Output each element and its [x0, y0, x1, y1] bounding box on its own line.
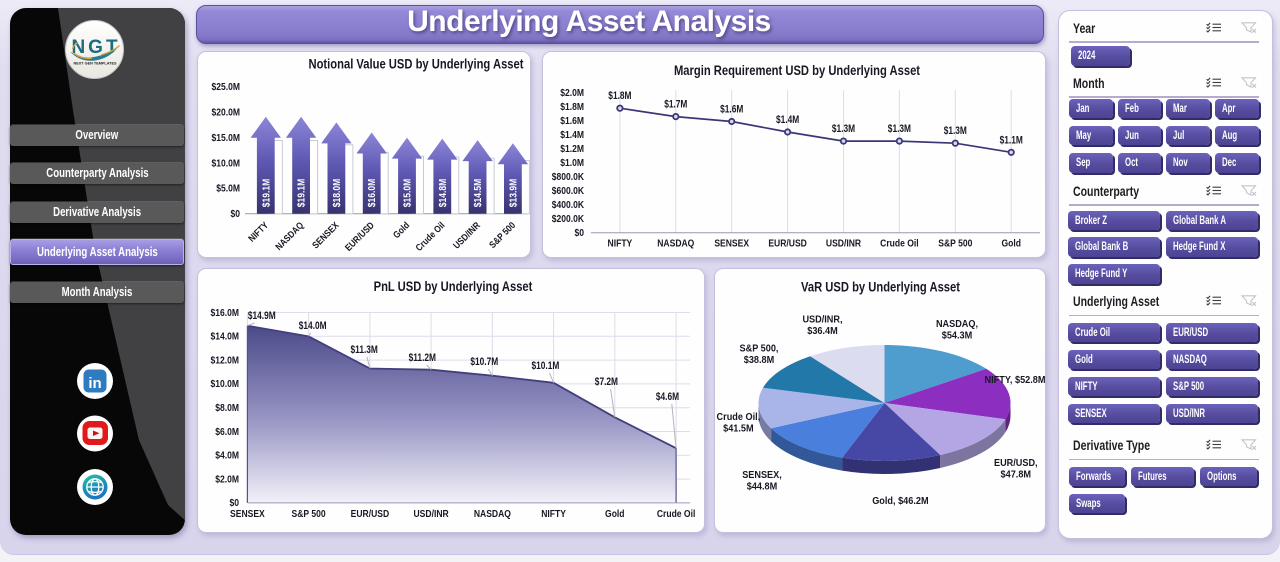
- svg-text:USD/INR: USD/INR: [826, 239, 862, 250]
- svg-text:$1.6M: $1.6M: [560, 116, 584, 127]
- svg-text:PnL USD by Underlying Asset: PnL USD by Underlying Asset: [374, 279, 533, 294]
- svg-text:Crude Oil,: Crude Oil,: [717, 411, 761, 423]
- svg-text:NASDAQ: NASDAQ: [274, 220, 307, 253]
- svg-text:$13.9M: $13.9M: [508, 179, 519, 208]
- svg-text:NIFTY: NIFTY: [608, 239, 633, 250]
- svg-text:$600.0K: $600.0K: [552, 186, 585, 197]
- svg-text:$1.3M: $1.3M: [888, 123, 911, 135]
- svg-text:$8.0M: $8.0M: [215, 403, 239, 414]
- svg-text:$16.0M: $16.0M: [211, 308, 240, 319]
- svg-text:$1.0M: $1.0M: [560, 158, 584, 169]
- svg-text:Gold, $46.2M: Gold, $46.2M: [872, 495, 929, 507]
- svg-text:EUR/USD: EUR/USD: [768, 239, 807, 250]
- svg-text:$20.0M: $20.0M: [212, 108, 241, 119]
- svg-text:$11.3M: $11.3M: [351, 344, 378, 356]
- svg-text:$1.3M: $1.3M: [832, 123, 855, 135]
- svg-text:SENSEX: SENSEX: [310, 220, 342, 252]
- svg-text:S&P 500: S&P 500: [487, 220, 518, 251]
- svg-text:EUR/USD: EUR/USD: [351, 509, 390, 520]
- svg-text:$10.0M: $10.0M: [211, 379, 240, 390]
- svg-text:$4.0M: $4.0M: [215, 451, 239, 462]
- svg-text:$19.1M: $19.1M: [297, 179, 308, 208]
- svg-text:NASDAQ: NASDAQ: [474, 509, 511, 520]
- svg-text:NIFTY: NIFTY: [541, 509, 566, 520]
- svg-text:NASDAQ: NASDAQ: [657, 239, 694, 250]
- svg-text:Crude Oil: Crude Oil: [880, 239, 919, 250]
- svg-text:$54.3M: $54.3M: [942, 329, 973, 341]
- svg-text:Gold: Gold: [605, 509, 625, 520]
- svg-text:$1.1M: $1.1M: [1000, 134, 1023, 146]
- svg-text:USD/INR,: USD/INR,: [802, 314, 842, 326]
- svg-text:$800.0K: $800.0K: [552, 172, 585, 183]
- svg-text:$14.5M: $14.5M: [473, 179, 484, 208]
- svg-text:Margin Requirement USD by Unde: Margin Requirement USD by Underlying Ass…: [674, 63, 921, 78]
- svg-text:NIFTY: NIFTY: [247, 220, 272, 245]
- svg-text:NASDAQ,: NASDAQ,: [936, 318, 978, 330]
- svg-text:$47.8M: $47.8M: [1001, 468, 1032, 480]
- svg-text:S&P 500: S&P 500: [938, 239, 972, 250]
- svg-text:$16.0M: $16.0M: [367, 179, 378, 208]
- svg-text:NEXT GEN TEMPLATES: NEXT GEN TEMPLATES: [74, 61, 117, 66]
- svg-text:$10.0M: $10.0M: [212, 158, 241, 169]
- svg-text:$0: $0: [230, 498, 240, 509]
- svg-text:$10.1M: $10.1M: [531, 360, 559, 372]
- svg-text:$12.0M: $12.0M: [211, 355, 240, 366]
- svg-text:$36.4M: $36.4M: [807, 325, 838, 337]
- svg-text:USD/INR: USD/INR: [414, 509, 450, 520]
- svg-text:$0: $0: [231, 209, 241, 220]
- svg-text:$1.8M: $1.8M: [560, 102, 584, 113]
- svg-text:S&P 500: S&P 500: [292, 509, 326, 520]
- svg-text:$1.2M: $1.2M: [560, 144, 584, 155]
- svg-text:$1.7M: $1.7M: [664, 99, 687, 111]
- svg-text:Crude Oil: Crude Oil: [414, 220, 448, 254]
- svg-text:$10.7M: $10.7M: [470, 356, 498, 368]
- svg-text:$14.8M: $14.8M: [438, 179, 449, 207]
- svg-text:VaR USD by Underlying Asset: VaR USD by Underlying Asset: [801, 280, 960, 295]
- svg-text:$11.2M: $11.2M: [409, 352, 436, 364]
- svg-text:$1.3M: $1.3M: [944, 125, 967, 137]
- svg-text:$25.0M: $25.0M: [212, 82, 241, 93]
- svg-text:USD/INR: USD/INR: [451, 220, 482, 251]
- svg-text:$4.6M: $4.6M: [656, 391, 679, 403]
- svg-text:EUR/USD: EUR/USD: [343, 220, 377, 254]
- svg-text:$1.8M: $1.8M: [608, 90, 631, 102]
- svg-text:$19.1M: $19.1M: [261, 179, 272, 208]
- svg-text:$38.8M: $38.8M: [744, 354, 775, 366]
- svg-text:$14.0M: $14.0M: [299, 320, 327, 332]
- svg-text:$7.2M: $7.2M: [595, 376, 618, 388]
- svg-text:$0: $0: [575, 228, 585, 239]
- svg-text:$2.0M: $2.0M: [560, 88, 584, 99]
- svg-text:$1.4M: $1.4M: [776, 114, 799, 126]
- svg-text:$14.9M: $14.9M: [248, 310, 276, 322]
- svg-text:Gold: Gold: [391, 220, 412, 241]
- svg-text:$1.6M: $1.6M: [720, 104, 743, 116]
- svg-text:in: in: [88, 375, 101, 392]
- svg-text:$5.0M: $5.0M: [216, 184, 240, 195]
- svg-text:SENSEX,: SENSEX,: [742, 469, 782, 481]
- svg-text:$6.0M: $6.0M: [215, 427, 239, 438]
- svg-text:$44.8M: $44.8M: [747, 480, 778, 492]
- svg-text:$14.0M: $14.0M: [211, 332, 240, 343]
- svg-text:$200.0K: $200.0K: [552, 214, 585, 225]
- svg-text:$15.0M: $15.0M: [212, 133, 241, 144]
- svg-text:SENSEX: SENSEX: [714, 239, 749, 250]
- svg-text:$15.0M: $15.0M: [403, 179, 414, 208]
- svg-text:$18.0M: $18.0M: [332, 179, 343, 208]
- svg-text:EUR/USD,: EUR/USD,: [994, 457, 1038, 469]
- svg-text:$41.5M: $41.5M: [723, 422, 754, 434]
- svg-text:NGT: NGT: [71, 37, 120, 58]
- svg-text:Notional Value USD by Underlyi: Notional Value USD by Underlying Asset: [309, 57, 524, 72]
- svg-text:Gold: Gold: [1001, 239, 1021, 250]
- svg-text:$2.0M: $2.0M: [215, 474, 239, 485]
- svg-text:SENSEX: SENSEX: [230, 509, 265, 520]
- svg-text:S&P 500,: S&P 500,: [740, 343, 779, 355]
- svg-text:$400.0K: $400.0K: [552, 200, 585, 211]
- svg-text:Crude Oil: Crude Oil: [657, 509, 696, 520]
- svg-text:$1.4M: $1.4M: [560, 130, 584, 141]
- svg-text:NIFTY, $52.8M: NIFTY, $52.8M: [985, 374, 1046, 386]
